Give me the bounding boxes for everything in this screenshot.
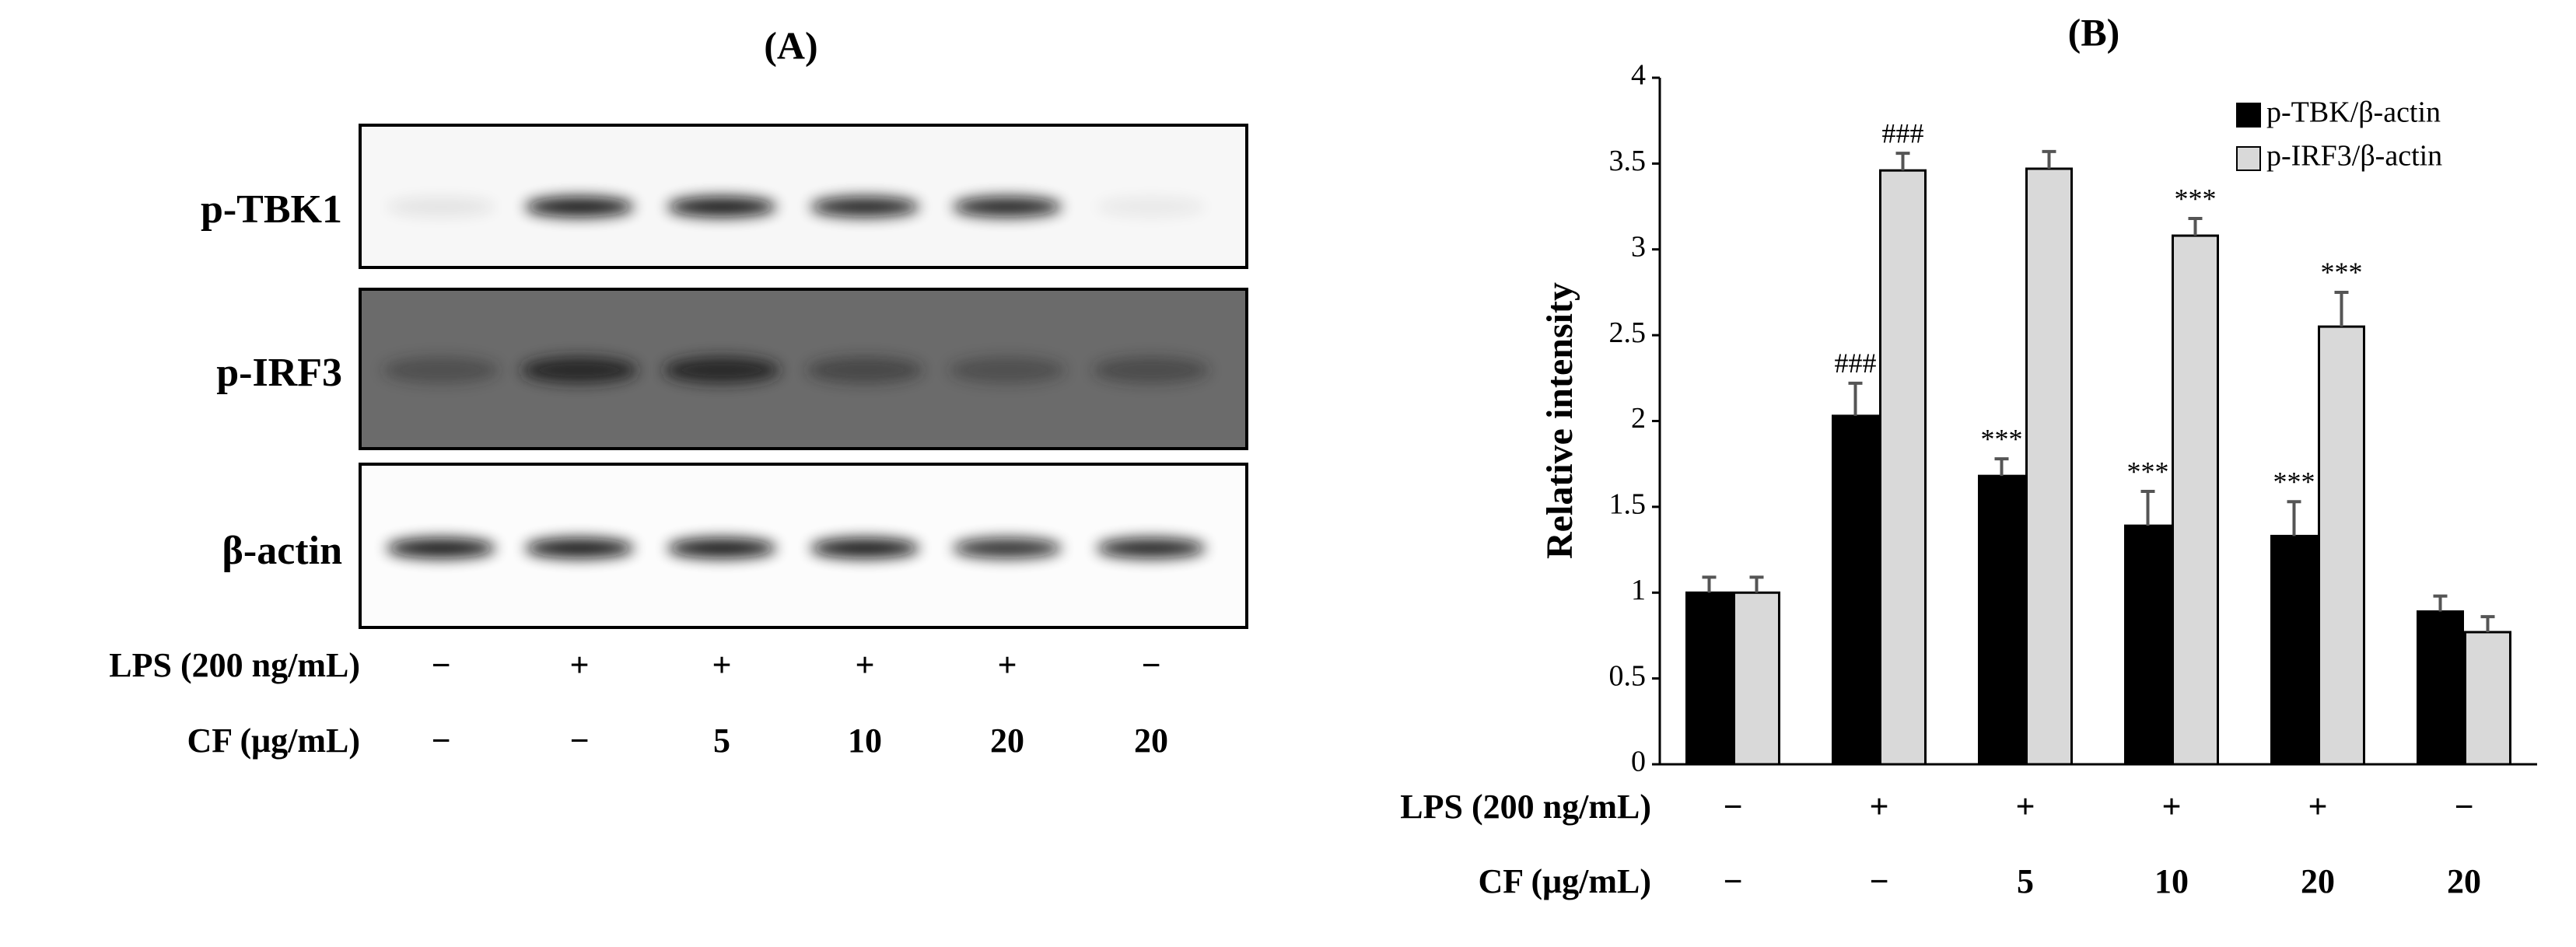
- legend-label: p-IRF3/β-actin: [2266, 140, 2442, 173]
- condition-value: 20: [2301, 862, 2335, 900]
- condition-value: −: [1723, 862, 1742, 900]
- blot-band: [521, 357, 638, 383]
- y-tick-label: 4: [1631, 59, 1646, 92]
- condition-value: +: [997, 646, 1017, 684]
- condition-value: +: [2015, 788, 2035, 826]
- legend-swatch: [2236, 103, 2261, 128]
- blot-band: [525, 538, 634, 558]
- panel-a-title: (A): [764, 23, 817, 67]
- blot-band: [953, 538, 1062, 558]
- bar: [1879, 169, 1927, 766]
- condition-value: 10: [2154, 862, 2189, 900]
- condition-value: 5: [2017, 862, 2034, 900]
- y-tick-label: 0.5: [1609, 659, 1647, 692]
- bar: [1733, 591, 1780, 766]
- y-tick-label: 3: [1631, 230, 1646, 263]
- bar: [2270, 534, 2318, 766]
- condition-value: −: [431, 646, 450, 684]
- bar: [2124, 524, 2172, 766]
- blot-band: [953, 197, 1062, 217]
- blot-panel: [359, 124, 1248, 269]
- bar: [2417, 610, 2464, 766]
- condition-value: 20: [990, 722, 1024, 760]
- condition-value: +: [569, 646, 589, 684]
- condition-value: −: [431, 722, 450, 760]
- condition-value: −: [1869, 862, 1888, 900]
- blot-band: [387, 197, 495, 217]
- condition-value: +: [855, 646, 874, 684]
- bar: [2025, 167, 2073, 766]
- y-tick-label: 2: [1631, 402, 1646, 435]
- condition-value: −: [2454, 788, 2473, 826]
- significance-label: ***: [2321, 257, 2363, 288]
- western-blot: [359, 124, 1248, 629]
- y-tick-label: 3.5: [1609, 145, 1647, 177]
- condition-label: CF (μg/mL): [187, 722, 361, 760]
- row-label: β-actin: [222, 529, 343, 573]
- condition-value: 20: [1134, 722, 1168, 760]
- blot-band: [1097, 538, 1206, 558]
- y-tick-label: 1.5: [1609, 488, 1647, 521]
- condition-value: −: [1141, 646, 1160, 684]
- legend-label: p-TBK/β-actin: [2266, 96, 2441, 129]
- blot-band: [1093, 357, 1209, 383]
- blot-band: [383, 357, 499, 383]
- condition-value: +: [2308, 788, 2327, 826]
- condition-value: −: [569, 722, 589, 760]
- blot-band: [810, 197, 919, 217]
- y-axis-label: Relative intensity: [1539, 282, 1580, 559]
- legend-swatch: [2236, 146, 2261, 171]
- condition-value: 10: [848, 722, 882, 760]
- condition-label: CF (μg/mL): [1479, 862, 1652, 900]
- bar: [1832, 414, 1879, 766]
- significance-label: ***: [2127, 456, 2169, 487]
- row-label: p-TBK1: [201, 187, 342, 232]
- blot-band: [667, 197, 776, 217]
- blot-band: [807, 357, 923, 383]
- condition-value: +: [712, 646, 731, 684]
- blot-band: [810, 538, 919, 558]
- condition-label: LPS (200 ng/mL): [109, 646, 360, 684]
- blot-band: [1097, 197, 1206, 217]
- bar: [1978, 474, 2025, 766]
- condition-value: 5: [713, 722, 730, 760]
- condition-value: +: [2161, 788, 2181, 826]
- condition-value: +: [1869, 788, 1888, 826]
- blot-band: [663, 357, 780, 383]
- blot-band: [667, 538, 776, 558]
- row-label: p-IRF3: [216, 351, 342, 395]
- significance-label: ###: [1882, 117, 1924, 149]
- bar: [2464, 631, 2511, 766]
- bar: [1685, 591, 1733, 766]
- condition-value: −: [1723, 788, 1742, 826]
- condition-value: 20: [2447, 862, 2481, 900]
- condition-label: LPS (200 ng/mL): [1400, 788, 1651, 826]
- significance-label: ***: [2273, 467, 2315, 498]
- blot-band: [525, 197, 634, 217]
- blot-band: [949, 357, 1066, 383]
- bar: [2318, 325, 2365, 766]
- blot-band: [387, 538, 495, 558]
- significance-label: ***: [2175, 183, 2217, 214]
- bar: [2172, 234, 2219, 766]
- y-tick-label: 0: [1631, 746, 1646, 778]
- significance-label: ***: [1981, 423, 2023, 454]
- y-tick-label: 1: [1631, 574, 1646, 606]
- y-tick-label: 2.5: [1609, 316, 1647, 349]
- significance-label: ###: [1835, 348, 1877, 379]
- chart-title: (B): [2068, 10, 2120, 54]
